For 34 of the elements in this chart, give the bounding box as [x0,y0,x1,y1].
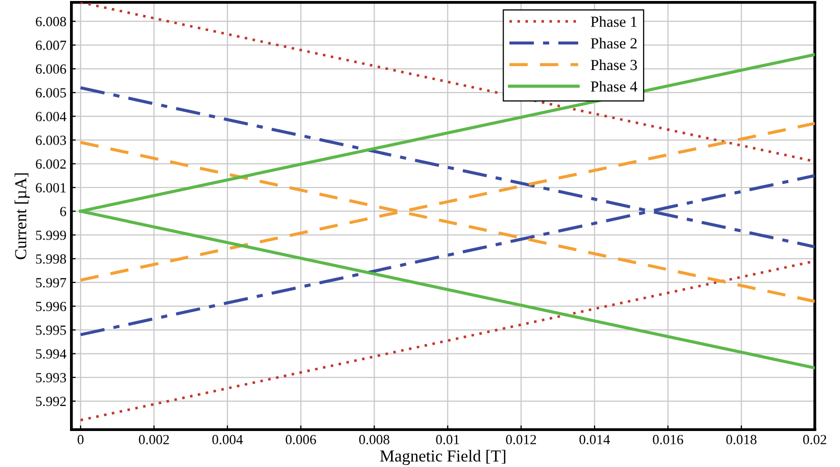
x-tick-label: 0.01 [436,434,460,444]
x-tick-label: 0.008 [359,434,390,444]
y-tick-label: 5.994 [36,349,66,359]
y-tick-label: 5.999 [36,230,66,240]
y-tick-label: 5.998 [36,254,66,264]
y-tick-label: 5.995 [36,326,66,335]
y-tick-label: 6.002 [36,159,66,169]
y-tick-label: 5.996 [36,302,66,312]
x-tick-label: 0.012 [506,434,536,444]
legend-label: Phase 1 [590,16,637,27]
y-tick-label: 5.992 [36,396,66,406]
legend-label: Phase 4 [590,80,638,92]
x-tick-label: 0.014 [579,434,610,444]
y-tick-label: 6.007 [36,40,66,50]
y-tick-label: 6.004 [36,112,66,122]
x-tick-label: 0 [78,434,84,444]
x-tick-label: 0.002 [138,434,169,444]
y-tick-label: 5.993 [36,373,66,382]
y-tick-label: 6.005 [36,88,66,98]
legend-label: Phase 3 [590,59,637,70]
x-tick-label: 0.02 [803,434,826,444]
y-tick-label: 6 [60,206,66,216]
x-tick-label: 0.004 [212,434,243,444]
x-tick-label: 0.016 [652,434,684,444]
y-axis-title: Current [µA] [14,173,30,260]
y-tick-label: 6.003 [36,136,66,146]
y-tick-label: 6.006 [36,64,66,74]
y-tick-label: 5.997 [36,278,66,288]
x-axis-title: Magnetic Field [T] [380,450,506,466]
y-tick-label: 6.008 [36,16,66,26]
y-tick-label: 6.001 [36,183,66,193]
x-tick-label: 0.018 [726,434,756,444]
legend-label: Phase 2 [590,38,637,49]
x-tick-label: 0.006 [286,434,316,444]
